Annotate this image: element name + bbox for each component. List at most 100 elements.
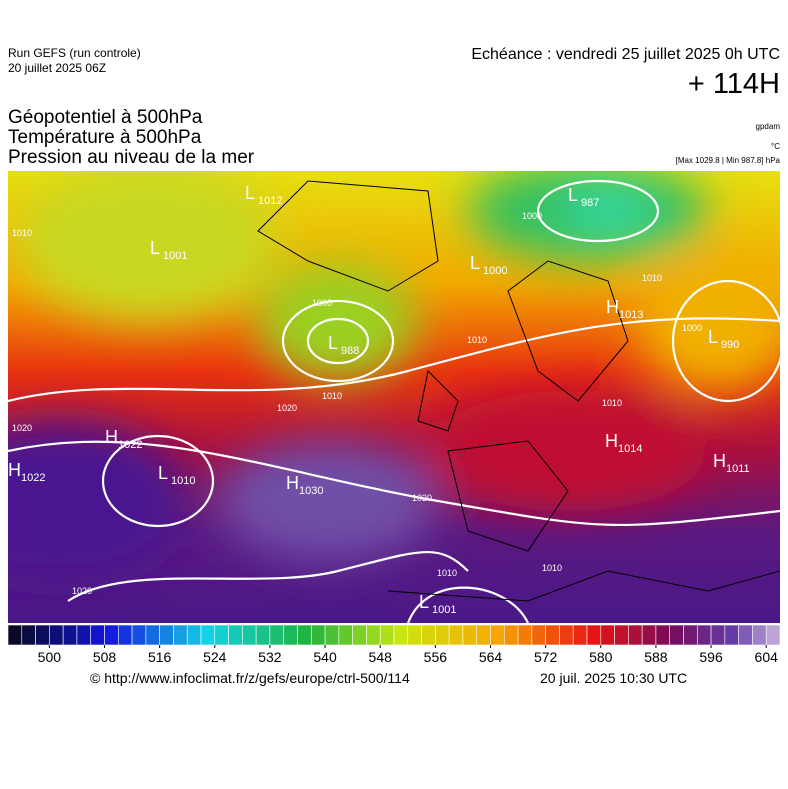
colorbar: 500 508 516 524 532 540 548 556 564 572 580 588 596 6… bbox=[7, 624, 781, 665]
colorbar-swatch bbox=[76, 624, 92, 646]
pressure-center-value: 1001 bbox=[163, 250, 187, 262]
pressure-center-kind: H bbox=[713, 451, 726, 471]
colorbar-swatch bbox=[490, 624, 505, 646]
colorbar-swatch bbox=[683, 624, 698, 646]
colorbar-swatch bbox=[214, 624, 229, 646]
pressure-range: [Max 1029.8 | Min 987.8] hPa bbox=[675, 156, 780, 165]
colorbar-swatch bbox=[710, 624, 726, 646]
pressure-center-kind: H bbox=[605, 431, 618, 451]
colorbar-swatch bbox=[628, 624, 643, 646]
pressure-center-value: 1011 bbox=[726, 463, 750, 475]
pressure-center-kind: H bbox=[286, 473, 299, 493]
colorbar-swatch bbox=[338, 624, 353, 646]
colorbar-swatch bbox=[104, 624, 119, 646]
colorbar-swatch bbox=[366, 624, 381, 646]
colorbar-swatch bbox=[7, 624, 23, 646]
isobar-label: 1010 bbox=[12, 228, 32, 238]
colorbar-swatch bbox=[324, 624, 340, 646]
pressure-center-kind: L bbox=[470, 253, 480, 273]
colorbar-swatch bbox=[228, 624, 243, 646]
colorbar-tick-label: 604 bbox=[755, 649, 779, 665]
colorbar-tick-label: 580 bbox=[589, 649, 613, 665]
colorbar-swatch bbox=[269, 624, 285, 646]
colorbar-swatch bbox=[586, 624, 602, 646]
colorbar-tick-label: 508 bbox=[93, 649, 117, 665]
title-3: Pression au niveau de la mer bbox=[8, 147, 255, 168]
colorbar-swatch bbox=[476, 624, 491, 646]
lead-time: + 114H bbox=[687, 68, 780, 100]
colorbar-tick-label: 500 bbox=[38, 649, 62, 665]
colorbar-tick-label: 532 bbox=[258, 649, 282, 665]
pressure-center-kind: L bbox=[158, 463, 168, 483]
colorbar-tick-label: 588 bbox=[644, 649, 668, 665]
colorbar-swatch bbox=[117, 624, 133, 646]
isobar-label: 1020 bbox=[72, 586, 92, 596]
colorbar-swatch bbox=[765, 624, 781, 646]
run-date: 20 juillet 2025 06Z bbox=[8, 61, 107, 75]
colorbar-tick-label: 564 bbox=[479, 649, 503, 665]
colorbar-tick-label: 540 bbox=[313, 649, 337, 665]
colorbar-swatch bbox=[462, 624, 478, 646]
pressure-center-value: 1022 bbox=[118, 439, 142, 451]
colorbar-swatch bbox=[310, 624, 326, 646]
colorbar-swatch bbox=[503, 624, 519, 646]
colorbar-swatch bbox=[297, 624, 312, 646]
colorbar-swatch bbox=[131, 624, 147, 646]
run: Run GEFS (run controle) bbox=[8, 46, 141, 60]
colorbar-swatch bbox=[517, 624, 533, 646]
colorbar-swatch bbox=[35, 624, 50, 646]
isobar-label: 1020 bbox=[12, 423, 32, 433]
colorbar-swatch bbox=[90, 624, 105, 646]
unit-temp: °C bbox=[771, 142, 780, 151]
pressure-center-kind: H bbox=[606, 297, 619, 317]
isobar-label: 1010 bbox=[437, 568, 457, 578]
pressure-center-value: 990 bbox=[721, 339, 739, 351]
colorbar-swatch bbox=[49, 624, 64, 646]
issued: 20 juil. 2025 10:30 UTC bbox=[540, 670, 688, 686]
pressure-center-value: 987 bbox=[581, 197, 599, 209]
colorbar-swatch bbox=[559, 624, 574, 646]
pressure-center-value: 1014 bbox=[618, 443, 642, 455]
pressure-center-value: 1010 bbox=[171, 475, 195, 487]
pressure-center-value: 1022 bbox=[21, 472, 45, 484]
pressure-center-kind: L bbox=[708, 327, 718, 347]
colorbar-swatch bbox=[145, 624, 160, 646]
colorbar-swatch bbox=[669, 624, 684, 646]
colorbar-swatch bbox=[752, 624, 767, 646]
pressure-center-kind: H bbox=[8, 460, 21, 480]
pressure-center-kind: L bbox=[419, 592, 429, 612]
colorbar-swatch bbox=[379, 624, 395, 646]
pressure-center-value: 1013 bbox=[619, 309, 643, 321]
colorbar-swatch bbox=[641, 624, 657, 646]
valid-time: Echéance : vendredi 25 juillet 2025 0h U… bbox=[471, 46, 780, 63]
isobar-label: 1000 bbox=[682, 323, 702, 333]
colorbar-swatch bbox=[393, 624, 409, 646]
colorbar-tick-label: 572 bbox=[534, 649, 558, 665]
colorbar-swatch bbox=[173, 624, 188, 646]
colorbar-swatch bbox=[724, 624, 739, 646]
colorbar-tick-label: 524 bbox=[203, 649, 227, 665]
colorbar-swatch bbox=[435, 624, 450, 646]
source: © http://www.infoclimat.fr/z/gefs/europe… bbox=[90, 670, 410, 686]
colorbar-swatch bbox=[448, 624, 464, 646]
pressure-center-value: 1030 bbox=[299, 485, 323, 497]
isobar-label: 1010 bbox=[322, 391, 342, 401]
pressure-center-kind: L bbox=[328, 333, 338, 353]
colorbar-tick-label: 596 bbox=[699, 649, 723, 665]
colorbar-swatch bbox=[21, 624, 36, 646]
colorbar-tick-label: 556 bbox=[424, 649, 448, 665]
pressure-center-value: 1001 bbox=[432, 604, 456, 616]
pressure-center-value: 1012 bbox=[258, 195, 282, 207]
colorbar-tick-label: 516 bbox=[148, 649, 172, 665]
colorbar-swatch bbox=[407, 624, 422, 646]
isobar-label: 1020 bbox=[277, 403, 297, 413]
colorbar-swatch bbox=[159, 624, 174, 646]
pressure-center-kind: L bbox=[568, 185, 578, 205]
unit-geo: gpdam bbox=[755, 122, 780, 131]
colorbar-swatch bbox=[186, 624, 202, 646]
colorbar-swatch bbox=[352, 624, 367, 646]
colorbar-swatch bbox=[255, 624, 271, 646]
pressure-center-kind: L bbox=[245, 183, 255, 203]
